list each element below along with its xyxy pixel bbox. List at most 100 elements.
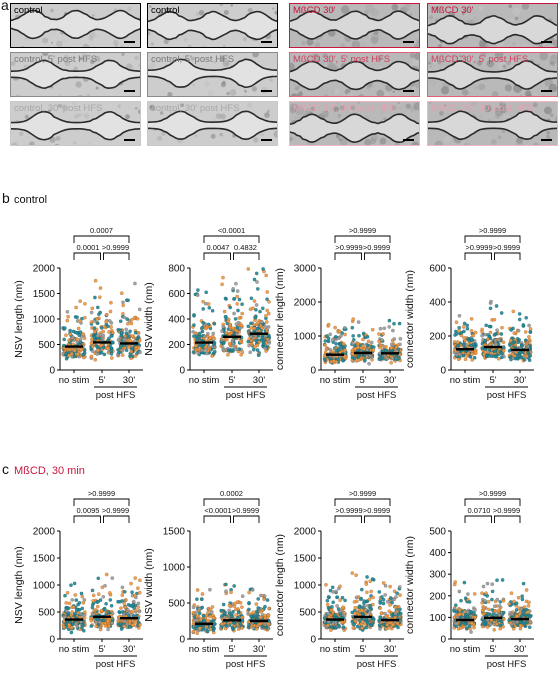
chart-b-2-data-point bbox=[369, 340, 374, 345]
chart-b-3-data-point bbox=[452, 340, 457, 344]
chart-b-2-data-point bbox=[377, 357, 382, 361]
chart-b-0-data-point bbox=[120, 353, 125, 357]
chart-c-4-data-point bbox=[128, 619, 132, 624]
chart-b-2-data-point bbox=[389, 360, 394, 365]
chart-b-3-data-point bbox=[454, 332, 459, 336]
chart-b-0-data-point bbox=[68, 332, 73, 337]
chart-b-3-data-point bbox=[509, 328, 514, 332]
chart-b-1-data-point bbox=[237, 297, 242, 302]
chart-b-1-data-point bbox=[230, 338, 235, 343]
chart-b-0-x-group-label: post HFS bbox=[96, 390, 136, 401]
chart-b-0-p-value-label: 0.0001 bbox=[77, 243, 100, 252]
chart-c-4-data-point bbox=[89, 624, 94, 628]
chart-b-0-data-point bbox=[124, 327, 129, 332]
chart-c-7-data-point bbox=[490, 582, 495, 587]
chart-c-5-data-point bbox=[251, 610, 256, 615]
chart-b-1-data-point bbox=[265, 297, 269, 302]
chart-c-5-data-point bbox=[212, 621, 217, 626]
chart-b-1-data-point bbox=[256, 353, 261, 358]
chart-b-1-data-point bbox=[266, 311, 271, 316]
chart-c-4-p-value-label: >0.9999 bbox=[88, 489, 115, 498]
chart-c-7-data-point bbox=[466, 592, 470, 596]
chart-b-3-y-tick-label: 600 bbox=[429, 264, 446, 275]
chart-b-0-data-point bbox=[124, 331, 129, 336]
chart-c-4-data-point bbox=[69, 625, 74, 630]
chart-c-6-data-point bbox=[364, 607, 368, 612]
chart-c-6-x-tick-label: 5' bbox=[359, 644, 366, 655]
chart-c-5-data-point bbox=[220, 622, 224, 626]
chart-c-6-data-point bbox=[340, 595, 345, 600]
chart-b-0-data-point bbox=[69, 351, 74, 356]
chart-b-3-data-point bbox=[499, 351, 504, 356]
chart-c-4-p-value-label: 0.0095 bbox=[77, 506, 100, 515]
chart-b-2-p-value-label: >0.9999 bbox=[363, 243, 390, 252]
chart-b-2-data-point bbox=[353, 347, 357, 351]
chart-b-1-x-group-label: post HFS bbox=[226, 390, 266, 401]
chart-c-5-p-value-label: <0.0001 bbox=[204, 506, 231, 515]
chart-b-0-data-point bbox=[125, 321, 130, 326]
chart-b-1-data-point bbox=[202, 334, 207, 339]
chart-b-0-data-point bbox=[101, 345, 106, 350]
chart-b-1-significance-bracket bbox=[203, 235, 260, 243]
chart-c-7-data-point bbox=[481, 584, 486, 589]
chart-c-6-data-point bbox=[343, 598, 347, 603]
chart-c-7-data-point bbox=[492, 627, 497, 632]
chart-c-7-y-tick-label: 500 bbox=[429, 527, 446, 538]
chart-c-4-data-point bbox=[63, 593, 67, 598]
chart-c-6-data-point bbox=[371, 595, 375, 600]
chart-b-3-data-point bbox=[469, 317, 474, 321]
chart-b-2-data-point bbox=[333, 325, 337, 330]
chart-c-5-data-point bbox=[224, 589, 228, 594]
chart-b-1-p-value-label: <0.0001 bbox=[218, 226, 245, 235]
chart-c-4-data-point bbox=[95, 617, 100, 622]
chart-b-2-data-point bbox=[366, 339, 371, 344]
chart-c-4-data-point bbox=[73, 593, 78, 597]
chart-c-4-data-point bbox=[62, 625, 66, 630]
chart-c-6-data-point bbox=[352, 600, 357, 604]
chart-c-4-data-point bbox=[100, 585, 105, 590]
chart-b-3-data-point bbox=[461, 353, 466, 358]
chart-b-1-data-point bbox=[238, 340, 243, 344]
chart-b-1-data-point bbox=[254, 271, 259, 276]
chart-b-1-data-point bbox=[239, 323, 244, 328]
chart-c-5-data-point bbox=[199, 597, 204, 602]
chart-b-3-data-point bbox=[499, 332, 504, 336]
chart-b-2-y-tick-label: 1000 bbox=[294, 332, 317, 343]
chart-c-5-data-point bbox=[201, 614, 206, 618]
chart-b-2-y-tick-label: 0 bbox=[310, 366, 316, 377]
chart-b-1-data-point bbox=[263, 325, 268, 329]
chart-b-2-data-point bbox=[340, 331, 344, 335]
panel-b-label: b bbox=[2, 190, 10, 206]
em-micrograph: MßCD 30', 30' post HFS bbox=[427, 101, 558, 146]
chart-b-0-data-point bbox=[117, 350, 121, 355]
chart-c-7-data-point bbox=[480, 608, 485, 613]
chart-b-2-data-point bbox=[350, 352, 355, 356]
chart-c-5-data-point bbox=[198, 626, 202, 631]
chart-b-3-data-point bbox=[486, 337, 490, 342]
chart-c-4-data-point bbox=[82, 616, 87, 620]
chart-c-7-x-group-label: post HFS bbox=[487, 659, 527, 670]
chart-b-2-x-tick-label: no stim bbox=[320, 375, 351, 386]
chart-c-6-data-point bbox=[388, 603, 392, 607]
chart-b-0-data-point bbox=[109, 352, 114, 356]
chart-c-6-data-point bbox=[326, 595, 331, 599]
chart-b-0-data-point bbox=[65, 309, 70, 314]
chart-b-3-data-point bbox=[492, 317, 497, 322]
em-micrograph: MßCD 30' bbox=[427, 3, 558, 48]
chart-b-0-data-point bbox=[64, 351, 69, 356]
chart-c-4-data-point bbox=[110, 618, 115, 623]
chart-b-1-data-point bbox=[200, 325, 204, 330]
chart-b-3-data-point bbox=[497, 338, 502, 342]
chart-c-4-data-point bbox=[106, 610, 111, 614]
chart-b-1-data-point bbox=[220, 338, 225, 342]
chart-c-6-p-value-label: >0.9999 bbox=[349, 489, 376, 498]
chart-b-0-data-point bbox=[109, 356, 114, 360]
chart-b-1-data-point bbox=[220, 282, 224, 287]
chart-b-2-data-point bbox=[387, 325, 392, 329]
chart-c-6-data-point bbox=[325, 602, 330, 607]
chart-c-6-data-point bbox=[364, 625, 369, 630]
chart-b-0-data-point bbox=[78, 337, 83, 342]
chart-b-1-data-point bbox=[191, 350, 196, 354]
chart-c-7-data-point bbox=[526, 610, 530, 614]
chart-c-4-data-point bbox=[83, 610, 87, 614]
